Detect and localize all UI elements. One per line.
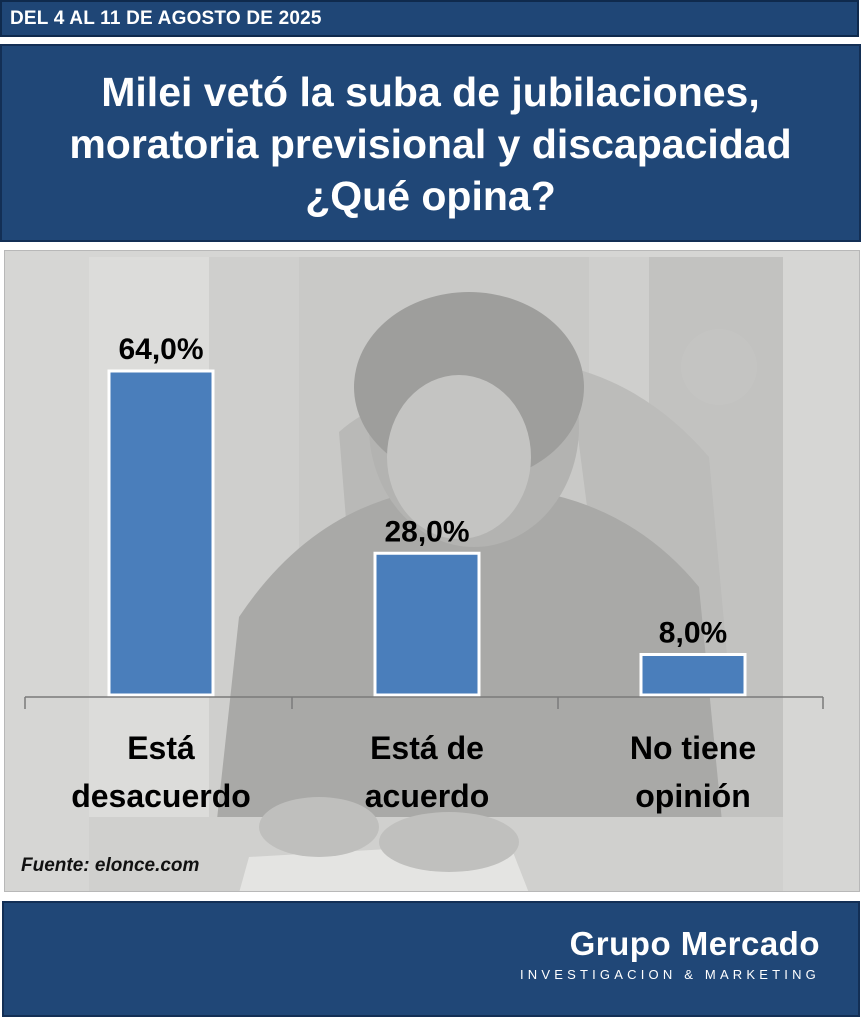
title-line-2: moratoria previsional y discapacidad [69,121,792,167]
data-label-2: 28,0% [384,515,469,548]
bar-1 [107,369,215,697]
chart-area: 64,0% Está desacuerdo 28,0% Está de acuerdo 8,… [4,250,860,892]
bar-chart: 64,0% Está desacuerdo 28,0% Está de acuerdo 8,… [24,333,824,814]
brand-tagline: INVESTIGACION & MARKETING [519,967,820,982]
background-photo [89,257,783,891]
date-range-text: DEL 4 AL 11 DE AGOSTO DE 2025 [10,8,322,29]
category-label-2-line-2: acuerdo [365,778,489,814]
category-label-2-line-1: Está de [370,730,484,766]
title-line-3: ¿Qué opina? [305,173,556,219]
category-label-1-line-2: desacuerdo [71,778,251,814]
data-label-1: 64,0% [118,333,203,366]
category-label-1-line-1: Está [127,730,195,766]
title-box: Milei vetó la suba de jubilaciones, mora… [0,44,861,242]
category-label-3-line-2: opinión [635,778,751,814]
title-line-1: Milei vetó la suba de jubilaciones, [101,69,760,115]
brand-name: Grupo Mercado [569,925,820,962]
bar-2 [373,551,481,697]
footer: Grupo Mercado INVESTIGACION & MARKETING [2,901,860,1017]
date-range-bar: DEL 4 AL 11 DE AGOSTO DE 2025 [0,0,859,37]
source-note: Fuente: elonce.com [21,855,200,876]
data-label-3: 8,0% [659,617,727,650]
bar-3 [639,653,747,697]
category-label-3-line-1: No tiene [630,730,756,766]
